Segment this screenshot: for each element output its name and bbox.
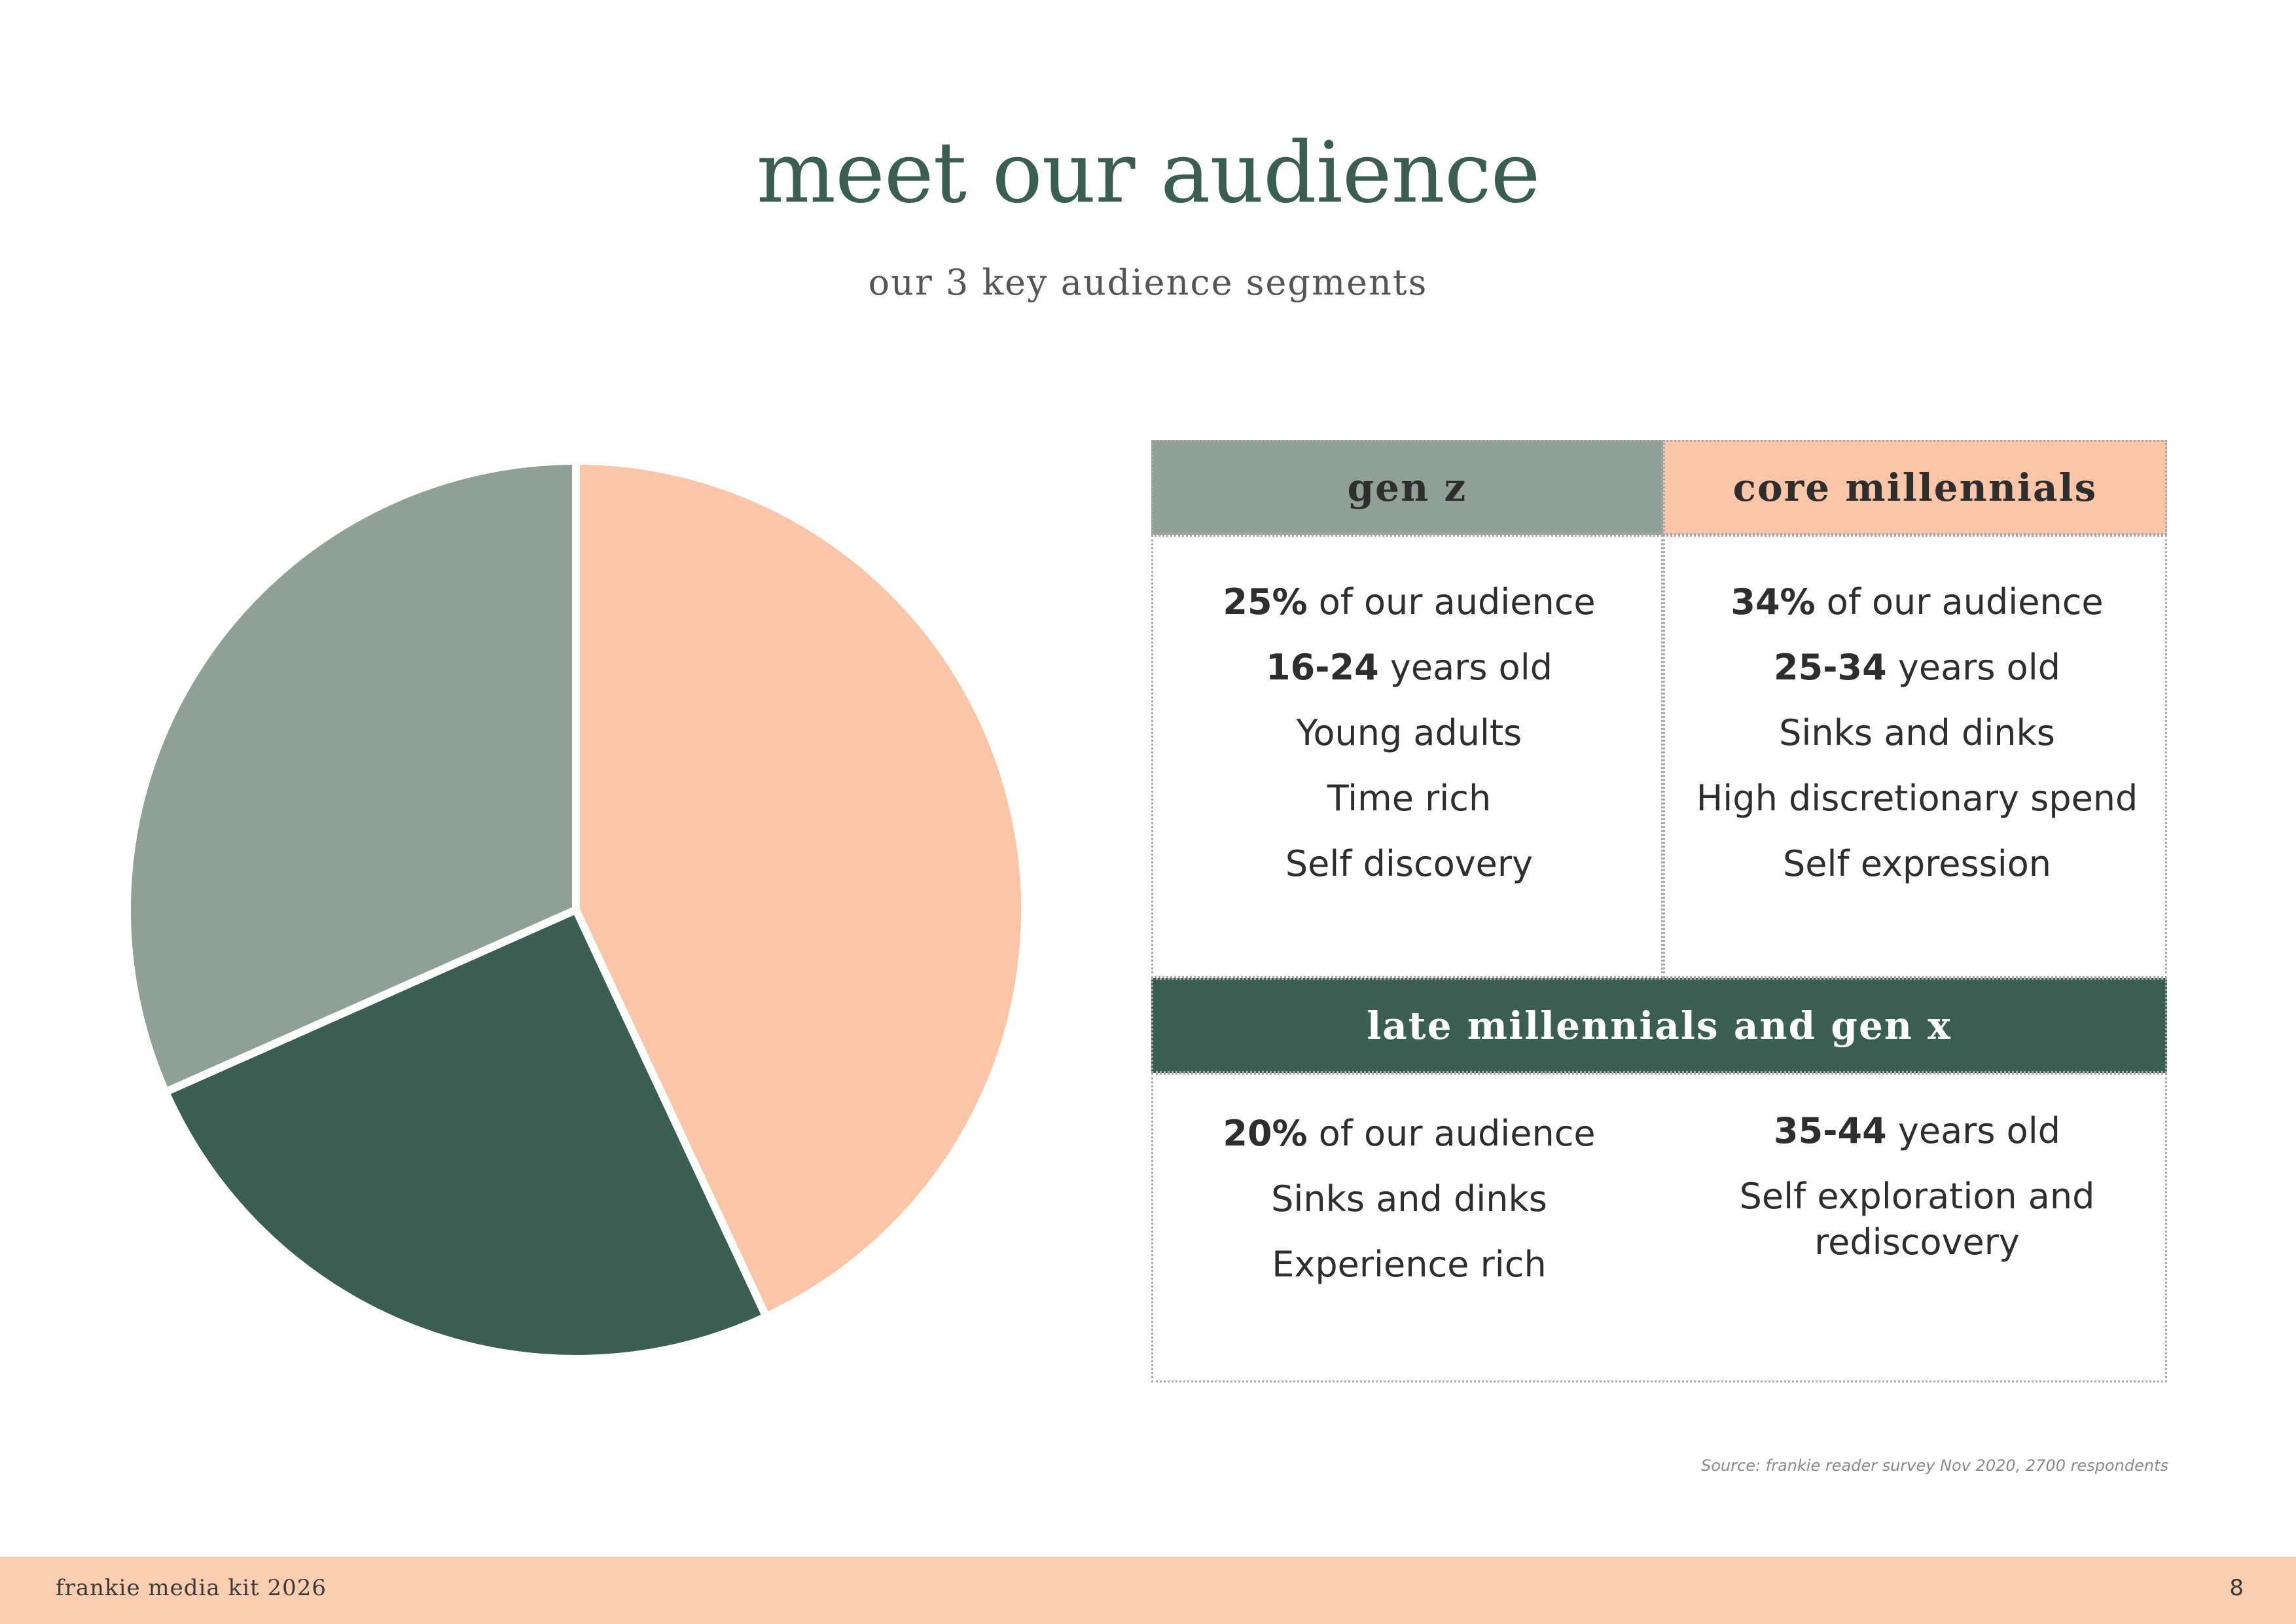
source-note: Source: frankie reader survey Nov 2020, … xyxy=(1701,1456,2168,1475)
segment-cell-core-millennials: 34% of our audience 25-34 years old Sink… xyxy=(1663,535,2167,978)
late-millennials-age: 35-44 years old xyxy=(1774,1110,2060,1151)
page-title: meet our audience xyxy=(756,124,1541,222)
gen-z-share: 25% of our audience xyxy=(1223,581,1596,623)
footer-bar: frankie media kit 2026 8 xyxy=(0,1557,2296,1624)
segment-cell-gen-z: 25% of our audience 16-24 years old Youn… xyxy=(1151,535,1663,978)
late-millennials-trait: Self exploration and xyxy=(1739,1176,2095,1217)
page-number: 8 xyxy=(2229,1575,2244,1601)
segments-table: gen z core millennials 25% of our audien… xyxy=(1151,440,2167,1382)
core-millennials-share: 34% of our audience xyxy=(1731,581,2104,623)
core-millennials-age: 25-34 years old xyxy=(1774,647,2060,688)
page-subtitle: our 3 key audience segments xyxy=(868,262,1428,303)
core-millennials-trait: High discretionary spend xyxy=(1696,778,2138,819)
pie-slice-core-millennials xyxy=(572,457,1029,1321)
gen-z-age: 16-24 years old xyxy=(1266,647,1552,688)
pie-slice-late-millennials-and-gen-x xyxy=(161,906,770,1363)
core-millennials-trait: Sinks and dinks xyxy=(1779,712,2055,753)
pie-slice-gen-z xyxy=(123,457,580,1096)
segment-header-gen-z: gen z xyxy=(1151,440,1663,535)
segment-header-core-millennials: core millennials xyxy=(1663,440,2167,535)
gen-z-trait: Time rich xyxy=(1327,778,1492,819)
gen-z-trait: Self discovery xyxy=(1285,843,1534,884)
gen-z-trait: Young adults xyxy=(1296,712,1522,753)
segment-cell-late-millennials-gen-x: 20% of our audience Sinks and dinks Expe… xyxy=(1151,1073,2167,1382)
late-millennials-trait: Experience rich xyxy=(1272,1244,1547,1285)
footer-title: frankie media kit 2026 xyxy=(56,1575,327,1601)
segment-header-late-millennials-gen-x: late millennials and gen x xyxy=(1151,978,2167,1073)
late-millennials-trait: Sinks and dinks xyxy=(1271,1178,1547,1219)
late-millennials-trait: rediscovery xyxy=(1814,1221,2020,1263)
audience-pie-chart xyxy=(123,457,1029,1363)
core-millennials-trait: Self expression xyxy=(1783,843,2051,884)
late-millennials-share: 20% of our audience xyxy=(1223,1113,1596,1154)
